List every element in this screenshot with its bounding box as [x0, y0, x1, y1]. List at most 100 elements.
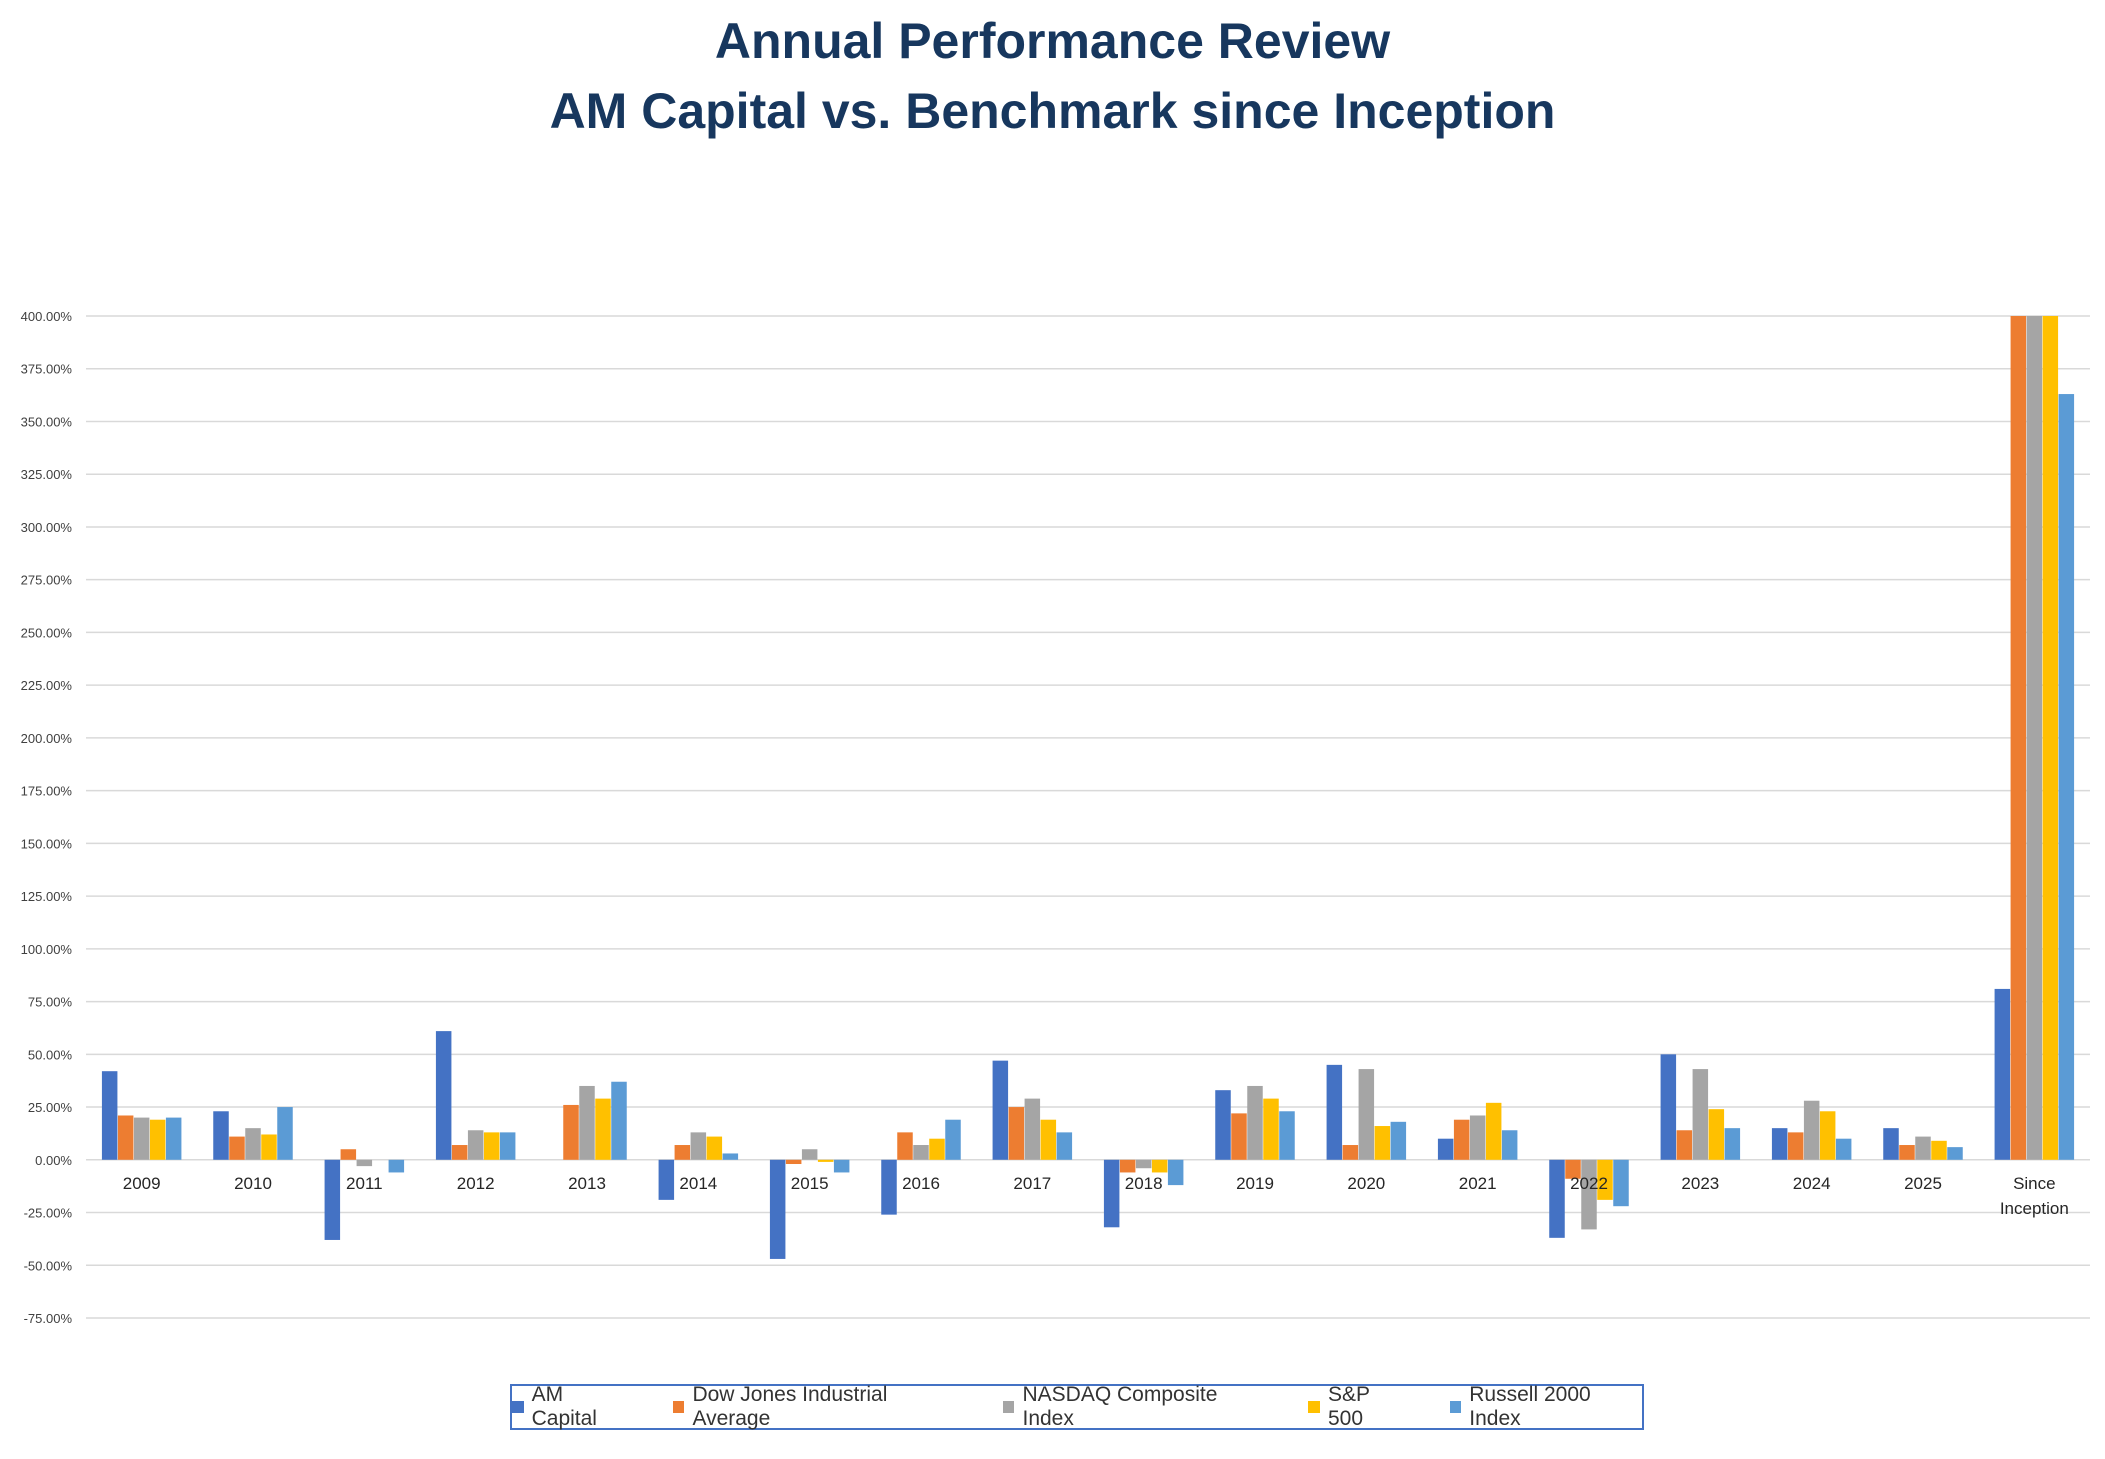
legend-swatch — [1002, 1401, 1015, 1413]
bar — [785, 1159, 802, 1165]
bar — [245, 1128, 261, 1160]
bar — [1135, 1159, 1152, 1169]
bar — [149, 1119, 166, 1160]
x-tick-label: 2014 — [679, 1174, 717, 1193]
x-tick-label: 2022 — [1570, 1174, 1608, 1193]
bar — [277, 1107, 293, 1160]
bar — [1565, 1159, 1581, 1179]
bar — [992, 1060, 1009, 1160]
bar — [1263, 1098, 1279, 1160]
legend-label: AM Capital — [531, 1383, 597, 1430]
bar — [1549, 1159, 1565, 1238]
bar — [929, 1138, 945, 1160]
bar — [1103, 1159, 1120, 1228]
bar — [1231, 1113, 1247, 1160]
bar — [611, 1081, 627, 1160]
bar — [1724, 1128, 1741, 1160]
bar — [340, 1149, 357, 1160]
bar — [1151, 1159, 1168, 1173]
legend-item: NASDAQ Composite Index — [1002, 1383, 1267, 1431]
legend-item: S&P 500 — [1308, 1383, 1407, 1431]
x-tick-label: 2011 — [346, 1174, 383, 1193]
bar — [1119, 1159, 1136, 1173]
y-tick-label: 275.00% — [21, 573, 73, 588]
bar — [1469, 1115, 1486, 1160]
legend-item: Dow Jones Industrial Average — [672, 1383, 961, 1431]
x-tick-label: 2021 — [1459, 1174, 1497, 1193]
y-tick-label: 100.00% — [21, 942, 73, 957]
bar — [467, 1130, 484, 1160]
y-tick-label: 0.00% — [35, 1153, 72, 1168]
y-tick-label: 175.00% — [21, 784, 73, 799]
y-tick-label: 50.00% — [28, 1047, 73, 1062]
bar — [1883, 1128, 1899, 1160]
x-tick-label: 2025 — [1904, 1174, 1942, 1193]
chart-subtitle: AM Capital vs. Benchmark since Inception — [549, 83, 1556, 139]
y-tick-label: 125.00% — [21, 889, 73, 904]
x-tick-label: 2016 — [902, 1174, 940, 1193]
bar — [1326, 1064, 1343, 1160]
bar — [1835, 1138, 1852, 1160]
x-tick-label: Inception — [2000, 1199, 2069, 1218]
x-tick-label: 2012 — [457, 1174, 495, 1193]
bar — [133, 1117, 150, 1160]
y-tick-label: 250.00% — [21, 625, 73, 640]
bar — [435, 1031, 452, 1160]
bar — [769, 1159, 786, 1259]
bar — [229, 1136, 245, 1160]
bar — [1374, 1126, 1391, 1160]
y-tick-label: -75.00% — [24, 1311, 73, 1326]
bar — [2010, 316, 2027, 1160]
bar — [1803, 1100, 1820, 1160]
bar — [1692, 1069, 1709, 1160]
x-tick-label: Since — [2013, 1174, 2056, 1193]
bar — [1040, 1119, 1057, 1160]
bar — [1453, 1119, 1470, 1160]
bar — [945, 1119, 961, 1160]
bar — [1342, 1145, 1359, 1160]
bar — [1008, 1107, 1025, 1160]
bar — [165, 1117, 182, 1160]
bar — [101, 1071, 118, 1160]
y-tick-label: 375.00% — [21, 362, 73, 377]
bar — [1501, 1130, 1518, 1160]
legend-label: Dow Jones Industrial Average — [692, 1383, 888, 1430]
bar — [117, 1115, 134, 1160]
bar — [2058, 394, 2075, 1160]
bar — [388, 1159, 405, 1173]
bar — [658, 1159, 675, 1200]
bar — [833, 1159, 850, 1173]
bar — [451, 1145, 468, 1160]
bar — [1613, 1159, 1629, 1207]
bar — [1787, 1132, 1804, 1160]
legend-swatch — [512, 1401, 524, 1413]
legend-label: NASDAQ Composite Index — [1022, 1383, 1218, 1430]
bar — [483, 1132, 500, 1160]
chart-legend: AM Capital Dow Jones Industrial Average NA… — [510, 1383, 1644, 1431]
y-tick-label: 225.00% — [21, 678, 73, 693]
bar — [324, 1159, 341, 1240]
legend-label: S&P 500 — [1327, 1383, 1370, 1430]
chart-title: Annual Performance Review — [714, 13, 1391, 69]
bar — [1437, 1138, 1454, 1160]
bar — [1597, 1159, 1613, 1200]
x-tick-label: 2023 — [1681, 1174, 1719, 1193]
bar — [213, 1111, 229, 1160]
x-tick-label: 2009 — [123, 1174, 161, 1193]
y-tick-label: 150.00% — [21, 836, 73, 851]
bar — [1660, 1054, 1677, 1160]
x-tick-label: 2010 — [234, 1174, 272, 1193]
bar — [2042, 316, 2059, 1160]
y-tick-label: 400.00% — [21, 309, 73, 324]
bar — [356, 1159, 373, 1167]
bar — [913, 1145, 929, 1160]
x-tick-label: 2015 — [791, 1174, 829, 1193]
bar — [1247, 1085, 1263, 1160]
bar — [1215, 1090, 1231, 1160]
bar — [579, 1085, 595, 1160]
bar — [1947, 1147, 1963, 1160]
bar — [801, 1149, 818, 1160]
bar — [1931, 1140, 1947, 1160]
bar — [817, 1159, 834, 1162]
